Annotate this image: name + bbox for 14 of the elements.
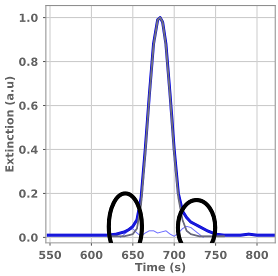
x-tick-label: 750 bbox=[204, 250, 227, 260]
y-tick-label: 1.0 bbox=[20, 14, 38, 22]
x-tick-label: 800 bbox=[246, 250, 268, 260]
x-tick-label: 550 bbox=[39, 250, 62, 260]
y-tick-label: 0.6 bbox=[19, 101, 38, 110]
x-tick-label: 600 bbox=[80, 250, 102, 260]
x-tick-label: 700 bbox=[163, 250, 186, 260]
x-axis-title: Time (s) bbox=[135, 262, 186, 273]
y-tick-label: 0.8 bbox=[19, 58, 38, 66]
y-tick-label: 0.0 bbox=[19, 233, 38, 242]
x-tick-label: 650 bbox=[122, 250, 144, 260]
y-tick-label: 0.4 bbox=[19, 145, 38, 154]
y-tick-label: 0.2 bbox=[19, 189, 38, 198]
y-axis-title: Extinction (a.u) bbox=[5, 76, 15, 172]
